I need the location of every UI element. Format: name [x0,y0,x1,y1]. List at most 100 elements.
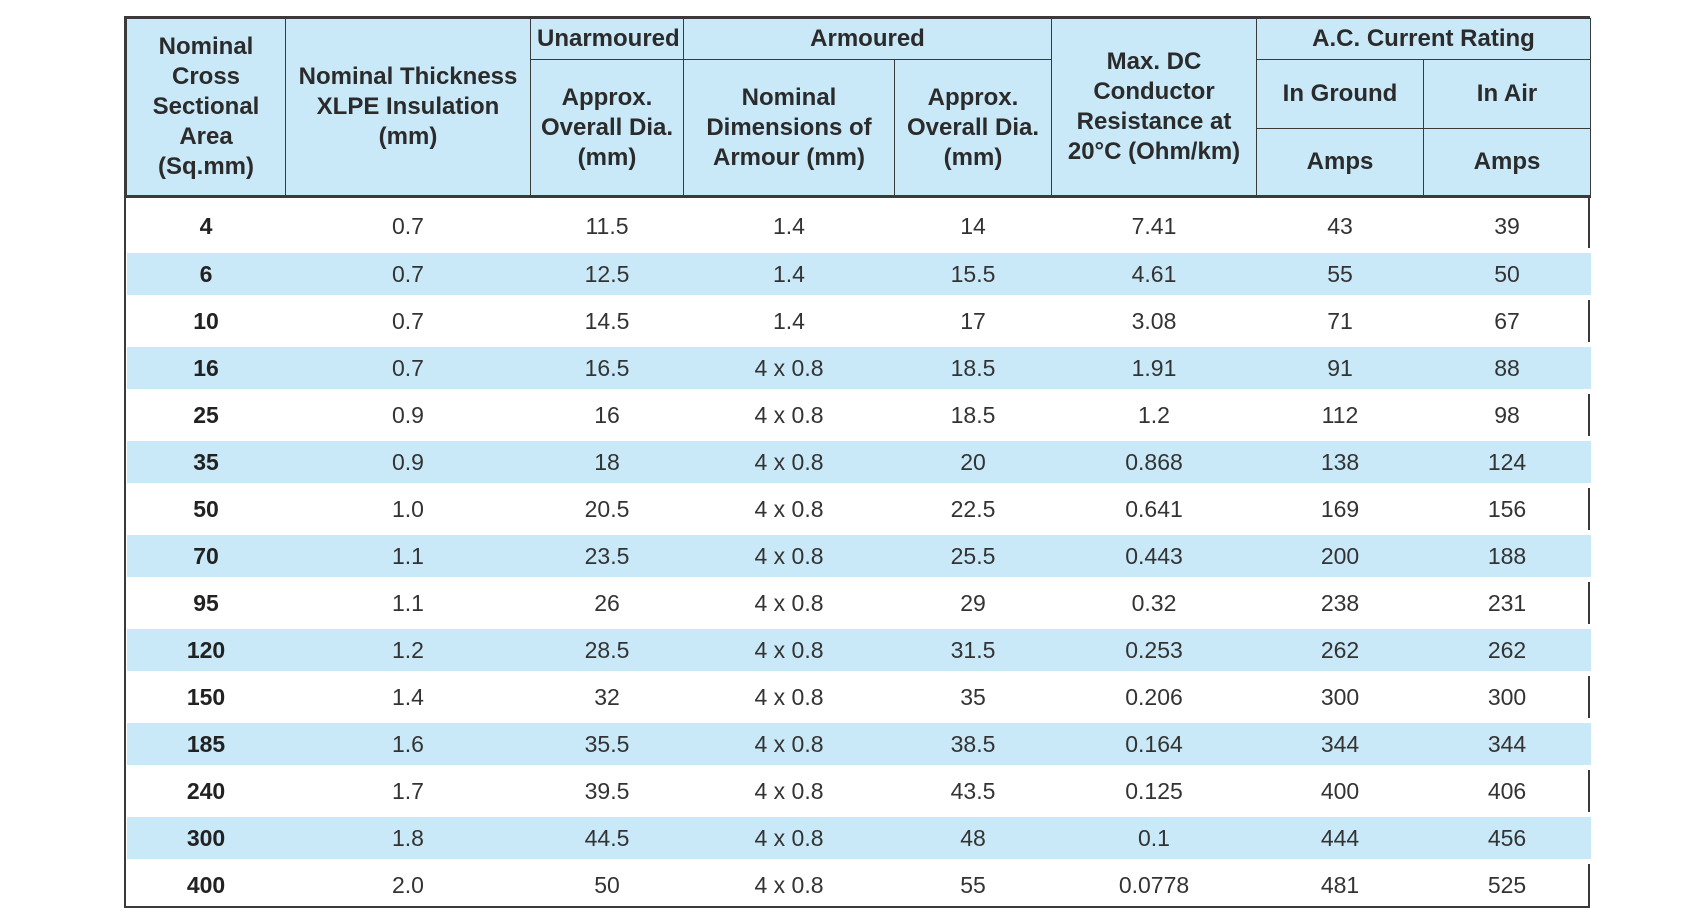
cell-thickness: 1.6 [285,718,531,770]
cell-dc-resistance: 3.08 [1131,307,1177,334]
cell-armoured-dia: 55 [960,871,986,898]
cell-thickness: 0.9 [392,401,424,428]
cell-amps-ground: 262 [1256,624,1424,676]
cell-thickness: 1.2 [285,624,531,676]
header-ac-current-rating: A.C. Current Rating [1255,18,1592,60]
cell-dc-resistance: 0.868 [1051,436,1257,488]
cell-armour-dims: 4 x 0.8 [754,495,824,522]
cell-armour-dims: 4 x 0.8 [754,401,824,428]
table-row: 25 0.9 16 4 x 0.8 18.5 1.2 112 98 [127,392,1591,439]
header-max-dc-resistance: Max. DC Conductor Resistance at 20°C (Oh… [1051,18,1257,197]
cell-dc-resistance: 0.1 [1051,812,1257,864]
table-row: 150 1.4 32 4 x 0.8 35 0.206 300 300 [127,674,1591,721]
cell-amps-ground: 444 [1256,812,1424,864]
cell-unarmoured-dia: 16 [594,401,620,428]
table-row: 240 1.7 39.5 4 x 0.8 43.5 0.125 400 406 [127,768,1591,815]
cell-armour-dims: 4 x 0.8 [683,624,895,676]
table-row: 185 1.6 35.5 4 x 0.8 38.5 0.164 344 344 [126,718,1591,770]
cell-area: 95 [193,589,219,616]
header-amps-ground: Amps [1256,128,1424,197]
cell-amps-air: 188 [1423,530,1591,582]
cell-area: 150 [186,683,226,710]
table-row: 300 1.8 44.5 4 x 0.8 48 0.1 444 456 [126,812,1591,864]
cell-amps-ground: 112 [1321,401,1359,428]
cell-unarmoured-dia: 11.5 [585,212,629,239]
cell-armoured-dia: 48 [894,812,1052,864]
cell-unarmoured-dia: 12.5 [530,248,684,300]
cell-armoured-dia: 35 [960,683,986,710]
cell-unarmoured-dia: 26 [594,589,620,616]
cell-armoured-dia: 17 [960,307,986,334]
cell-armoured-dia: 31.5 [894,624,1052,676]
header-amps-air: Amps [1422,128,1592,197]
cell-armour-dims: 4 x 0.8 [754,871,824,898]
cell-unarmoured-dia: 16.5 [530,342,684,394]
cell-area: 35 [126,436,286,488]
cell-dc-resistance: 0.641 [1125,495,1183,522]
header-nominal-area: Nominal Cross Sectional Area (Sq.mm) [126,18,286,197]
header-unarmoured: Unarmoured [530,18,684,60]
header-armoured-dia: Approx. Overall Dia. (mm) [894,59,1052,197]
cell-amps-ground: 55 [1256,248,1424,300]
cell-armour-dims: 4 x 0.8 [683,342,895,394]
cell-thickness: 2.0 [392,871,424,898]
cell-amps-ground: 91 [1256,342,1424,394]
cell-armoured-dia: 20 [894,436,1052,488]
header-unarmoured-dia: Approx. Overall Dia. (mm) [530,59,684,197]
cell-armoured-dia: 22.5 [950,495,996,522]
cell-armoured-dia: 18.5 [950,401,996,428]
cell-unarmoured-dia: 28.5 [530,624,684,676]
cell-armour-dims: 4 x 0.8 [683,718,895,770]
cell-dc-resistance: 4.61 [1051,248,1257,300]
cell-thickness: 1.1 [392,589,424,616]
cell-armour-dims: 4 x 0.8 [754,589,824,616]
table-row: 35 0.9 18 4 x 0.8 20 0.868 138 124 [126,436,1591,488]
cell-area: 4 [199,212,213,239]
cell-unarmoured-dia: 32 [594,683,620,710]
cell-area: 185 [126,718,286,770]
cell-unarmoured-dia: 35.5 [530,718,684,770]
cell-amps-ground: 238 [1320,589,1360,616]
cell-armour-dims: 1.4 [773,307,805,334]
table-row: 16 0.7 16.5 4 x 0.8 18.5 1.91 91 88 [126,342,1591,394]
cell-dc-resistance: 0.32 [1131,589,1177,616]
cell-thickness: 1.8 [285,812,531,864]
cell-amps-air: 262 [1423,624,1591,676]
cell-amps-ground: 300 [1320,683,1360,710]
cell-unarmoured-dia: 39.5 [584,777,630,804]
cell-amps-ground: 43 [1327,212,1353,239]
table-row: 70 1.1 23.5 4 x 0.8 25.5 0.443 200 188 [126,530,1591,582]
header-in-ground: In Ground [1256,59,1424,129]
cell-thickness: 0.9 [285,436,531,488]
cell-armour-dims: 4 x 0.8 [683,436,895,488]
cell-unarmoured-dia: 18 [530,436,684,488]
cell-amps-ground: 481 [1320,871,1360,898]
cell-area: 25 [193,401,219,428]
cell-armoured-dia: 14 [960,212,986,239]
table-header: Nominal Cross Sectional Area (Sq.mm) Nom… [126,18,1592,197]
cell-amps-air: 124 [1423,436,1591,488]
cell-thickness: 1.4 [392,683,424,710]
cell-armoured-dia: 29 [960,589,986,616]
cell-amps-air: 344 [1423,718,1591,770]
cell-area: 10 [193,307,219,334]
cell-area: 400 [186,871,226,898]
cell-dc-resistance: 0.125 [1125,777,1183,804]
cell-dc-resistance: 1.91 [1051,342,1257,394]
cell-unarmoured-dia: 44.5 [530,812,684,864]
cell-amps-air: 98 [1494,401,1520,428]
cell-dc-resistance: 0.253 [1051,624,1257,676]
cell-armoured-dia: 43.5 [950,777,996,804]
cell-amps-air: 300 [1487,683,1527,710]
table-row: 6 0.7 12.5 1.4 15.5 4.61 55 50 [126,248,1591,300]
cell-unarmoured-dia: 14.5 [584,307,630,334]
cell-amps-air: 67 [1494,307,1520,334]
cell-armoured-dia: 15.5 [894,248,1052,300]
cell-amps-air: 231 [1487,589,1527,616]
cell-armour-dims: 4 x 0.8 [754,777,824,804]
cell-armoured-dia: 25.5 [894,530,1052,582]
cell-thickness: 0.7 [285,342,531,394]
cell-thickness: 1.7 [392,777,424,804]
cell-amps-ground: 200 [1256,530,1424,582]
cell-dc-resistance: 0.164 [1051,718,1257,770]
